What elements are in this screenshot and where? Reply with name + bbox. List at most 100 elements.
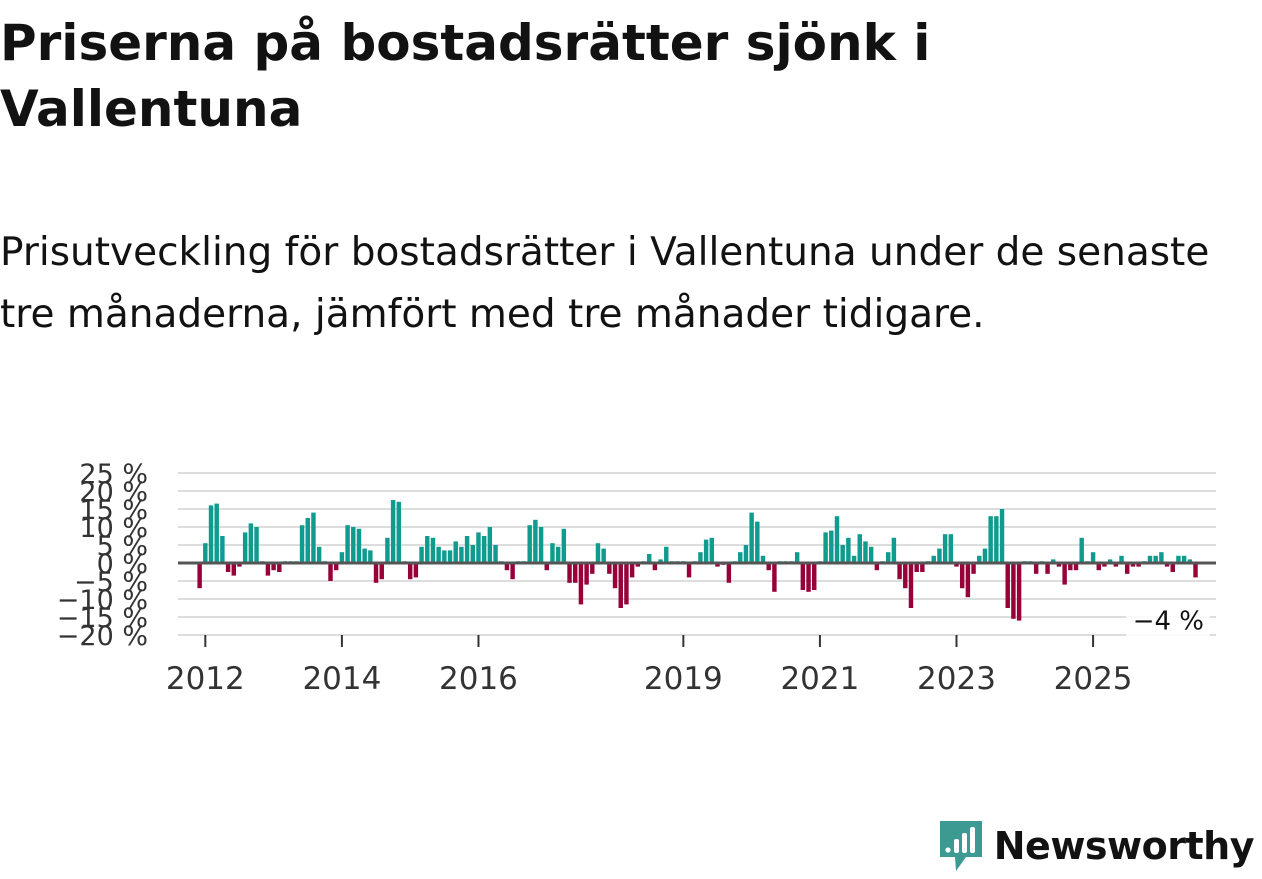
bar <box>601 548 606 563</box>
bar <box>311 512 316 563</box>
bar <box>868 546 874 563</box>
bar <box>481 536 487 563</box>
bar <box>1033 563 1039 574</box>
bar <box>1181 555 1187 563</box>
bar <box>379 563 384 580</box>
bar <box>248 523 254 563</box>
bar <box>937 548 942 563</box>
bar <box>396 501 402 563</box>
bar <box>612 563 618 589</box>
bar <box>652 563 658 571</box>
bar <box>794 552 800 563</box>
bar <box>203 543 208 563</box>
bar <box>470 545 475 563</box>
bar <box>658 559 663 563</box>
bar <box>709 537 715 563</box>
y-tick-label: −15 % <box>57 603 148 634</box>
bar <box>948 534 954 563</box>
bar <box>1068 563 1073 571</box>
bar <box>834 516 840 563</box>
bar <box>544 563 549 571</box>
bar <box>533 519 538 563</box>
bar <box>965 563 971 598</box>
bar <box>538 527 544 563</box>
x-axis: 2012 2014 2016 2019 2021 2023 2025 <box>166 635 1133 697</box>
bar <box>225 563 231 572</box>
bar <box>1096 563 1101 571</box>
bar <box>413 563 419 578</box>
x-tick-label: 2023 <box>917 661 996 697</box>
annotation-background <box>1126 603 1210 638</box>
bar <box>914 563 919 572</box>
y-tick-label: 20 % <box>79 477 148 508</box>
bar <box>874 563 880 571</box>
bar <box>1011 563 1016 619</box>
bar <box>305 518 310 563</box>
y-tick-label: −10 % <box>57 585 148 616</box>
y-tick-label: 10 % <box>79 513 148 544</box>
bar <box>197 563 202 589</box>
bar <box>573 563 578 583</box>
bar <box>749 512 754 563</box>
bar <box>1062 563 1067 585</box>
bar <box>698 552 703 563</box>
bar <box>510 563 515 580</box>
bar <box>977 555 982 563</box>
bar <box>1090 552 1096 563</box>
bar <box>345 525 350 563</box>
bar <box>578 563 584 605</box>
bar <box>265 563 271 576</box>
bar <box>208 505 214 563</box>
bar <box>368 550 373 563</box>
bar <box>971 563 976 574</box>
bar <box>442 550 447 563</box>
bar <box>504 563 510 571</box>
bar <box>237 563 242 567</box>
bar <box>1056 563 1062 567</box>
bar <box>590 563 595 574</box>
bar <box>419 546 424 563</box>
bar <box>1187 559 1193 563</box>
bar <box>333 563 339 571</box>
bar <box>851 555 857 563</box>
bar <box>840 545 845 563</box>
bar <box>715 563 720 567</box>
bar <box>863 541 868 563</box>
bar <box>618 563 623 608</box>
bar <box>1159 552 1164 563</box>
bar <box>1016 563 1022 621</box>
bar <box>453 541 458 563</box>
x-tick-label: 2014 <box>302 661 381 697</box>
bar <box>891 537 897 563</box>
bar <box>299 525 305 563</box>
bar <box>487 527 493 563</box>
bar <box>430 537 436 563</box>
bar <box>1119 555 1124 563</box>
bar <box>664 546 669 563</box>
bar <box>806 563 811 592</box>
bar <box>1170 563 1175 572</box>
bar <box>584 563 589 585</box>
bar <box>982 548 988 563</box>
x-tick-label: 2025 <box>1054 661 1133 697</box>
bar <box>760 555 766 563</box>
bar <box>595 543 601 563</box>
newsworthy-logo: Newsworthy <box>936 817 1255 875</box>
bar <box>942 534 948 563</box>
bar <box>766 563 771 571</box>
bar <box>624 563 629 605</box>
bar <box>550 543 555 563</box>
bar <box>231 563 236 576</box>
bar <box>738 552 743 563</box>
bar <box>356 528 362 563</box>
bar <box>1136 563 1141 567</box>
bar <box>390 500 396 563</box>
bar <box>988 516 993 563</box>
bar <box>686 563 692 578</box>
bar <box>555 546 561 563</box>
bar <box>254 527 259 563</box>
bar <box>373 563 379 583</box>
bar <box>703 539 709 563</box>
bar <box>493 545 498 563</box>
bar <box>903 563 908 589</box>
